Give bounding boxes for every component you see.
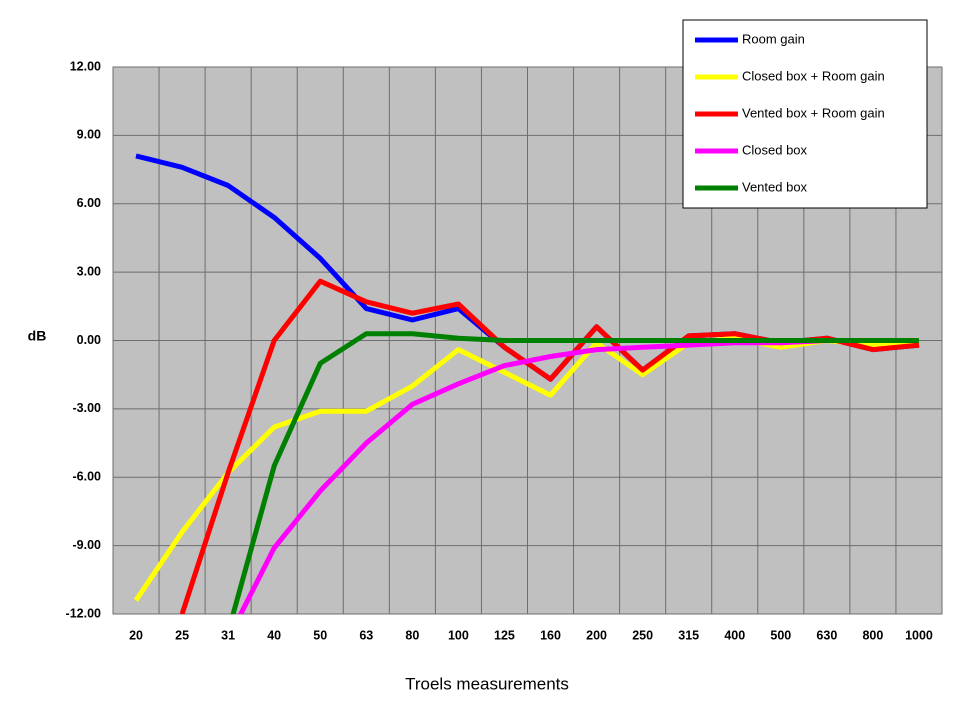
x-tick-label: 250	[632, 628, 653, 642]
y-tick-label: -3.00	[73, 401, 102, 415]
caption: Troels measurements	[405, 674, 569, 693]
series-line	[133, 335, 920, 602]
x-tick-label: 80	[405, 628, 419, 642]
x-tick-label: 50	[313, 628, 327, 642]
legend-label: Vented box	[742, 179, 808, 194]
x-tick-label: 1000	[905, 628, 933, 642]
x-tick-label: 630	[816, 628, 837, 642]
y-tick-label: -12.00	[66, 606, 101, 620]
x-tick-label: 315	[678, 628, 699, 642]
y-tick-label: 12.00	[70, 59, 101, 73]
y-tick-label: 6.00	[77, 196, 101, 210]
y-axis-label: dB	[28, 328, 47, 344]
x-tick-label: 100	[448, 628, 469, 642]
lines	[133, 153, 920, 614]
x-tick-label: 800	[862, 628, 883, 642]
x-tick-label: 160	[540, 628, 561, 642]
x-tick-label: 63	[359, 628, 373, 642]
y-tick-label: 0.00	[77, 333, 101, 347]
legend-label: Closed box + Room gain	[742, 68, 885, 83]
y-tick-label: 9.00	[77, 128, 101, 142]
x-tick-label: 25	[175, 628, 189, 642]
legend-label: Vented box + Room gain	[742, 105, 885, 120]
x-tick-label: 20	[129, 628, 143, 642]
y-tick-label: -9.00	[73, 538, 102, 552]
x-tick-label: 31	[221, 628, 235, 642]
x-tick-label: 125	[494, 628, 515, 642]
x-tick-label: 500	[770, 628, 791, 642]
legend: Room gain Closed box + Room gain Vented bo…	[682, 19, 928, 209]
x-tick-label: 40	[267, 628, 281, 642]
labels: 12.00 9.00 6.00 3.00 0.00 -3.00 -6.00 -9.00 -12.…	[66, 59, 933, 642]
legend-label: Closed box	[742, 142, 808, 157]
y-tick-label: -6.00	[73, 470, 102, 484]
x-tick-label: 200	[586, 628, 607, 642]
legend-label: Room gain	[742, 31, 805, 46]
series-line	[230, 331, 919, 614]
y-tick-label: 3.00	[77, 264, 101, 278]
x-tick-label: 400	[724, 628, 745, 642]
